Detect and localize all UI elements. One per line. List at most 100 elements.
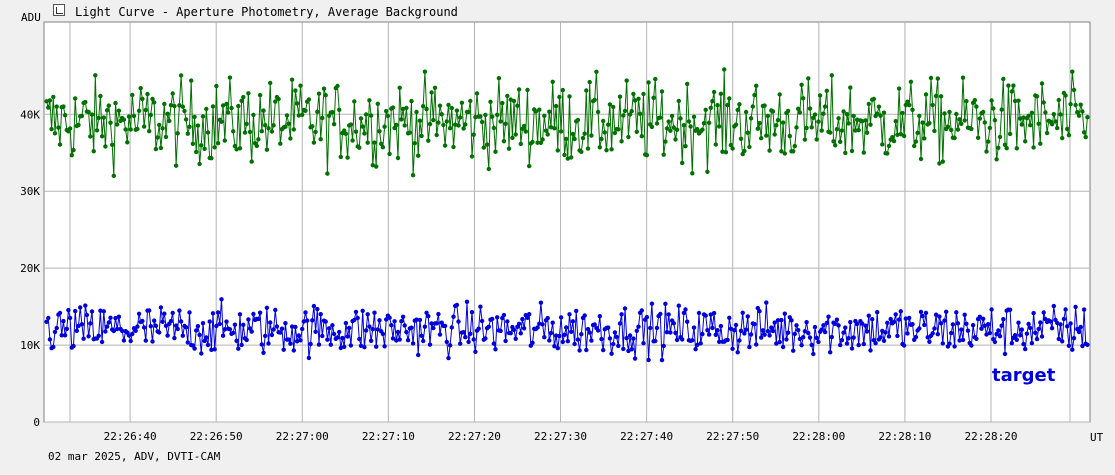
data-point — [740, 310, 745, 315]
data-point — [273, 99, 278, 104]
data-point — [421, 104, 426, 109]
data-point — [878, 335, 883, 340]
data-point — [730, 346, 735, 351]
data-point — [864, 329, 870, 334]
x-tick-label: 22:28:20 — [965, 430, 1018, 443]
data-point — [680, 160, 685, 166]
data-point — [804, 320, 809, 325]
data-point — [177, 103, 182, 108]
data-point — [175, 131, 180, 136]
data-point — [1033, 330, 1038, 335]
data-point — [338, 345, 343, 351]
data-point — [104, 108, 110, 113]
data-point — [1063, 93, 1068, 98]
data-point — [905, 99, 910, 104]
data-point — [626, 348, 631, 354]
data-point — [728, 326, 734, 331]
data-point — [928, 75, 934, 81]
data-point — [732, 328, 737, 333]
data-point — [113, 100, 118, 106]
data-point — [1019, 327, 1024, 332]
data-point — [690, 171, 695, 176]
data-point — [291, 348, 296, 353]
data-point — [754, 342, 759, 347]
data-point — [762, 332, 767, 337]
data-point — [52, 131, 58, 136]
data-point — [503, 121, 508, 127]
data-point — [464, 299, 470, 304]
data-point — [846, 336, 851, 341]
data-point — [414, 317, 419, 322]
data-point — [1014, 146, 1019, 151]
data-point — [417, 118, 423, 123]
data-point — [717, 124, 722, 129]
data-point — [834, 317, 840, 322]
data-point — [1026, 113, 1031, 119]
data-point — [735, 350, 740, 355]
data-point — [814, 335, 819, 341]
data-point — [130, 331, 135, 337]
data-point — [922, 322, 927, 328]
data-point — [799, 343, 804, 348]
data-point — [143, 107, 148, 113]
data-point — [530, 340, 535, 345]
data-point — [822, 329, 828, 335]
data-point — [360, 124, 365, 129]
data-point — [821, 111, 826, 116]
data-point — [294, 339, 300, 344]
data-point — [535, 140, 540, 145]
data-point — [797, 336, 803, 342]
data-point — [64, 326, 70, 331]
data-point — [585, 146, 591, 151]
data-point — [713, 332, 718, 337]
data-point — [666, 312, 671, 317]
data-point — [1071, 87, 1077, 93]
data-point — [78, 305, 83, 310]
data-point — [646, 357, 651, 363]
data-point — [209, 347, 214, 352]
data-point — [168, 103, 174, 108]
data-point — [493, 347, 498, 352]
data-point — [358, 116, 364, 121]
data-point — [895, 333, 900, 339]
data-point — [1031, 310, 1036, 316]
data-point — [945, 124, 951, 129]
data-point — [601, 118, 606, 124]
data-point — [103, 144, 108, 149]
data-point — [1018, 116, 1023, 121]
data-point — [560, 87, 565, 93]
data-point — [110, 142, 115, 147]
data-point — [305, 318, 310, 323]
data-point — [338, 154, 343, 160]
data-point — [469, 310, 475, 315]
data-point — [907, 315, 912, 321]
data-point — [537, 107, 542, 112]
data-point — [116, 314, 122, 319]
data-point — [1053, 119, 1058, 124]
data-point — [246, 317, 251, 322]
data-point — [88, 321, 93, 326]
data-point — [1012, 98, 1018, 104]
data-point — [604, 148, 609, 153]
data-point — [374, 164, 379, 169]
data-point — [394, 122, 399, 128]
data-point — [326, 326, 332, 331]
data-point — [658, 115, 663, 120]
data-point — [288, 136, 293, 141]
data-point — [854, 321, 860, 327]
data-point — [54, 104, 59, 109]
data-point — [668, 330, 673, 335]
data-point — [150, 339, 155, 344]
chart-window-icon[interactable] — [53, 4, 65, 16]
data-point — [153, 323, 159, 328]
data-point — [276, 96, 281, 102]
data-point — [918, 156, 924, 162]
data-point — [681, 123, 687, 128]
data-point — [256, 316, 261, 322]
data-point — [431, 325, 436, 331]
data-point — [397, 337, 402, 342]
data-point — [501, 139, 507, 144]
data-point — [841, 109, 846, 114]
data-point — [147, 308, 152, 313]
data-point — [490, 316, 495, 322]
